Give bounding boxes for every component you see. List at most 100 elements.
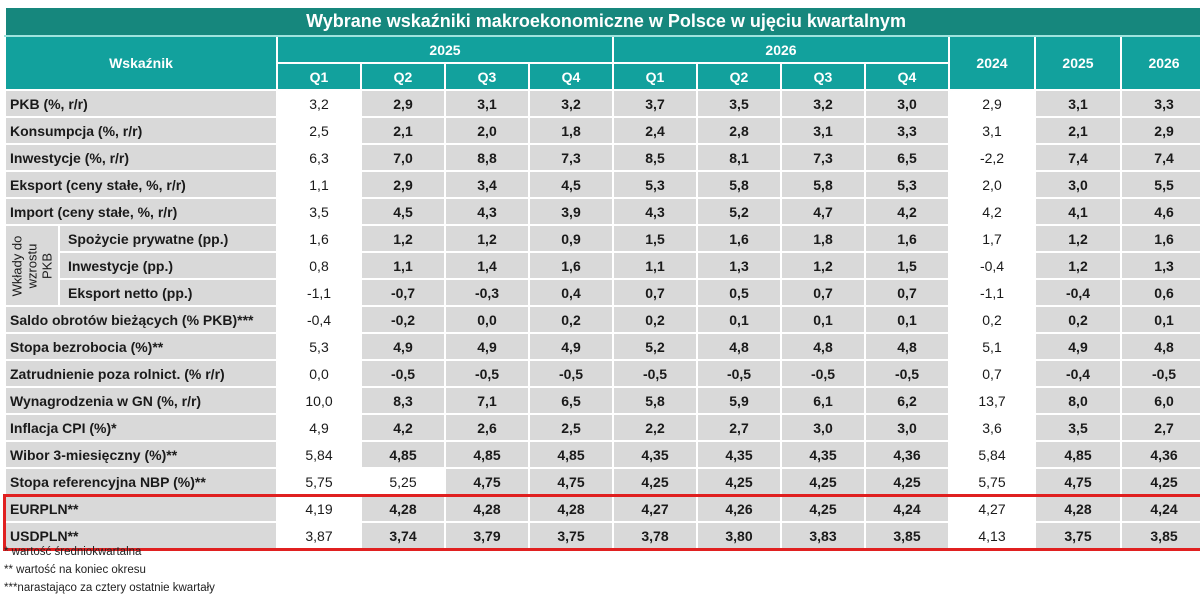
value-cell: 4,25 (780, 494, 866, 523)
value-cell: 2,0 (444, 116, 530, 145)
value-cell: 4,25 (1119, 467, 1200, 496)
value-cell: 4,75 (528, 467, 614, 496)
value-cell: 4,8 (1119, 332, 1200, 361)
value-cell: 2,6 (444, 413, 530, 442)
year-group-2025: 2025 (276, 35, 614, 64)
table-row: USDPLN** 3,87 3,74 3,79 3,75 3,78 3,80 3,83 3,85… (4, 521, 1200, 550)
row-label: Stopa referencyjna NBP (%)** (4, 467, 278, 496)
value-cell: 3,2 (276, 89, 362, 118)
value-cell: -0,4 (276, 305, 362, 334)
value-cell: 1,6 (276, 224, 362, 253)
value-cell: 2,7 (1119, 413, 1200, 442)
value-cell: 8,0 (1034, 386, 1122, 415)
footnote: * wartość średniokwartalna (4, 546, 142, 558)
value-cell: -0,3 (444, 278, 530, 307)
value-cell: 2,7 (696, 413, 782, 442)
value-cell: 2,4 (612, 116, 698, 145)
value-cell: 3,78 (612, 521, 698, 550)
value-cell: 5,2 (696, 197, 782, 226)
value-cell: 13,7 (948, 386, 1036, 415)
row-label: Konsumpcja (%, r/r) (4, 116, 278, 145)
value-cell: 1,7 (948, 224, 1036, 253)
value-cell: 3,2 (528, 89, 614, 118)
value-cell: 4,5 (528, 170, 614, 199)
value-cell: 6,1 (780, 386, 866, 415)
value-cell: -0,5 (696, 359, 782, 388)
row-label: Zatrudnienie poza rolnict. (% r/r) (4, 359, 278, 388)
table-row: Eksport netto (pp.) -1,1 -0,7 -0,3 0,4 0,7 0,5… (5, 278, 1200, 307)
value-cell: -1,1 (948, 278, 1036, 307)
value-cell: 4,28 (528, 494, 614, 523)
value-cell: -0,7 (360, 278, 446, 307)
table-row: Stopa bezrobocia (%)** 5,3 4,9 4,9 4,9 5,2 4,8… (4, 332, 1200, 361)
value-cell: 4,75 (1034, 467, 1122, 496)
value-cell: 1,6 (1119, 224, 1200, 253)
value-cell: 0,0 (444, 305, 530, 334)
value-cell: 3,1 (780, 116, 866, 145)
value-cell: 4,25 (864, 467, 950, 496)
value-cell: 3,0 (1034, 170, 1122, 199)
table-row: Wynagrodzenia w GN (%, r/r) 10,0 8,3 7,1 6,5… (4, 386, 1200, 415)
value-cell: 3,4 (444, 170, 530, 199)
value-cell: 6,0 (1119, 386, 1200, 415)
value-cell: 5,84 (276, 440, 362, 469)
value-cell: 3,5 (1034, 413, 1122, 442)
value-cell: 4,9 (360, 332, 446, 361)
value-cell: 4,24 (1119, 494, 1200, 523)
value-cell: 4,75 (444, 467, 530, 496)
quarter-header: Q2 (360, 62, 446, 91)
value-cell: 5,25 (360, 467, 446, 496)
value-cell: 1,6 (696, 224, 782, 253)
value-cell: 7,0 (360, 143, 446, 172)
value-cell: 1,5 (864, 251, 950, 280)
value-cell: 4,9 (444, 332, 530, 361)
row-label: USDPLN** (4, 521, 278, 550)
group-label-line: PKB (39, 252, 55, 279)
value-cell: -0,5 (780, 359, 866, 388)
value-cell: 0,0 (276, 359, 362, 388)
footnotes: * wartość średniokwartalna ** wartość na… (4, 543, 215, 597)
value-cell: 4,28 (444, 494, 530, 523)
value-cell: 1,4 (444, 251, 530, 280)
row-label: Saldo obrotów bieżących (% PKB)*** (4, 305, 278, 334)
quarter-header: Q1 (612, 62, 698, 91)
value-cell: 0,9 (528, 224, 614, 253)
table-row: Zatrudnienie poza rolnict. (% r/r) 0,0 -0,… (4, 359, 1200, 388)
value-cell: 1,2 (780, 251, 866, 280)
value-cell: 4,85 (444, 440, 530, 469)
value-cell: 0,7 (948, 359, 1036, 388)
value-cell: -0,5 (528, 359, 614, 388)
value-cell: 3,85 (864, 521, 950, 550)
value-cell: 3,1 (948, 116, 1036, 145)
value-cell: 0,6 (1119, 278, 1200, 307)
row-label: EURPLN** (4, 494, 278, 523)
value-cell: 8,3 (360, 386, 446, 415)
row-label: Spożycie prywatne (pp.) (58, 224, 278, 253)
value-cell: 4,8 (864, 332, 950, 361)
value-cell: 0,2 (948, 305, 1036, 334)
value-cell: 0,2 (1034, 305, 1122, 334)
quarter-header: Q2 (696, 62, 782, 91)
value-cell: 3,79 (444, 521, 530, 550)
value-cell: 3,80 (696, 521, 782, 550)
value-cell: -0,5 (864, 359, 950, 388)
value-cell: -2,2 (948, 143, 1036, 172)
value-cell: 3,0 (780, 413, 866, 442)
value-cell: 3,0 (864, 413, 950, 442)
value-cell: 4,9 (528, 332, 614, 361)
value-cell: 5,8 (612, 386, 698, 415)
value-cell: 4,35 (612, 440, 698, 469)
value-cell: 4,3 (612, 197, 698, 226)
value-cell: -0,5 (612, 359, 698, 388)
value-cell: 4,25 (612, 467, 698, 496)
value-cell: -0,4 (948, 251, 1036, 280)
value-cell: 3,87 (276, 521, 362, 550)
value-cell: 1,3 (1119, 251, 1200, 280)
value-cell: 5,3 (276, 332, 362, 361)
value-cell: 4,28 (1034, 494, 1122, 523)
value-cell: 7,3 (780, 143, 866, 172)
value-cell: 2,9 (360, 89, 446, 118)
footnote: ***narastająco za cztery ostatnie kwarta… (4, 582, 215, 594)
value-cell: 1,1 (360, 251, 446, 280)
value-cell: -1,1 (276, 278, 362, 307)
